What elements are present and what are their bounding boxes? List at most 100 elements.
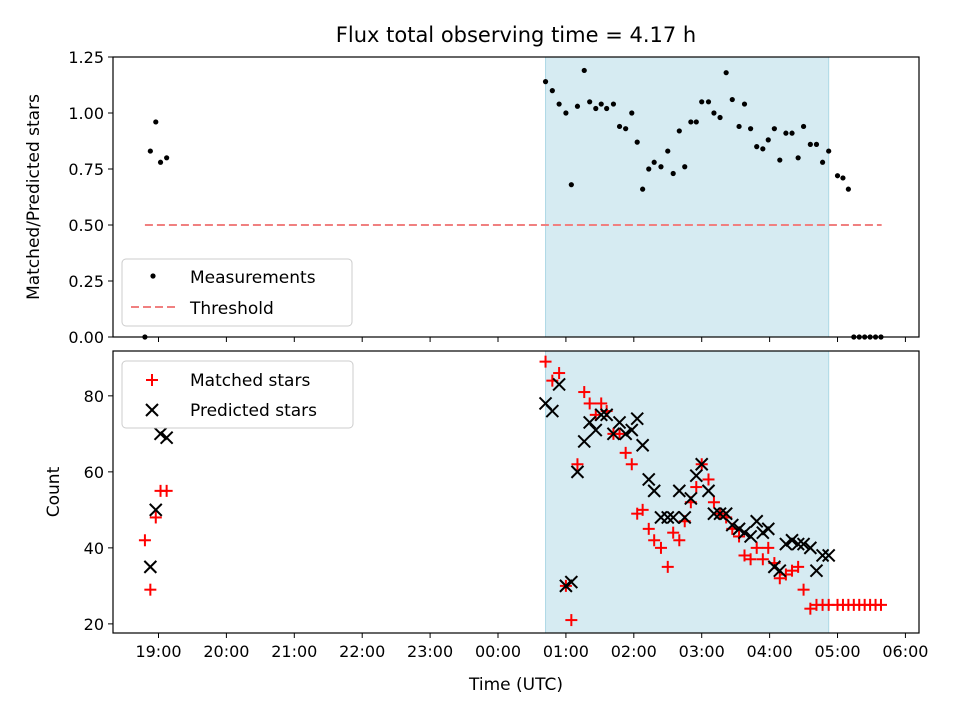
- predicted-stars-point: [647, 484, 661, 498]
- predicted-stars-point: [625, 423, 639, 437]
- measurement-point: [616, 123, 623, 130]
- bottom-axes-frame: [112, 350, 920, 634]
- matched-stars-point: [619, 446, 632, 459]
- matched-stars-point: [762, 541, 775, 554]
- predicted-stars-point: [719, 506, 733, 521]
- matched-stars-point: [571, 458, 584, 471]
- measurement-point: [819, 159, 826, 165]
- predicted-stars-point: [552, 377, 566, 392]
- matched-stars-point: [750, 541, 763, 554]
- x-tick-label: 19:00: [135, 642, 181, 661]
- bottom-y-axis-label: Count: [44, 466, 64, 517]
- predicted-stars-point: [791, 537, 805, 551]
- measurement-point: [623, 126, 629, 132]
- legend-predicted-marker: [145, 403, 159, 417]
- measurement-point: [147, 148, 153, 154]
- matched-stars-point: [797, 583, 810, 596]
- predicted-stars-point: [618, 427, 633, 441]
- measurement-point: [581, 67, 587, 74]
- bottom-legend: Matched stars Predicted stars: [121, 360, 354, 429]
- predicted-stars-point: [815, 548, 830, 563]
- x-axis-label: Time (UTC): [468, 675, 563, 695]
- matched-stars-point: [667, 526, 680, 539]
- x-tick-label: 22:00: [339, 642, 385, 661]
- predicted-stars-point: [582, 415, 597, 430]
- measurement-point: [574, 103, 581, 109]
- bottom-y-tick-label: 60: [84, 463, 104, 482]
- measurement-point: [157, 159, 164, 165]
- x-tick-label: 03:00: [679, 642, 725, 661]
- matched-stars-point: [613, 427, 626, 440]
- measurement-point: [840, 175, 846, 181]
- measurement-point: [748, 126, 754, 132]
- measurement-point: [568, 182, 574, 188]
- measurement-point: [736, 123, 742, 130]
- matched-stars-point: [661, 560, 674, 573]
- measurement-point: [556, 101, 562, 107]
- matched-stars-point: [149, 511, 162, 524]
- measurement-point: [795, 155, 801, 161]
- top-y-tick-label: 0.00: [68, 328, 104, 347]
- measurement-point: [813, 141, 820, 147]
- measurement-point: [563, 110, 569, 116]
- matched-stars-point: [756, 553, 769, 566]
- matched-stars-point: [589, 408, 602, 421]
- x-tick-label: 05:00: [814, 642, 860, 661]
- x-tick-label: 00:00: [475, 642, 521, 661]
- predicted-stars-point: [695, 457, 709, 471]
- measurement-point: [705, 99, 712, 105]
- predicted-stars-point: [606, 427, 621, 441]
- matched-stars-point: [673, 534, 686, 547]
- predicted-stars-point: [779, 537, 793, 551]
- top-axes-frame: [112, 56, 920, 338]
- matched-stars-point: [744, 553, 757, 566]
- x-tick-label: 23:00: [407, 642, 453, 661]
- measurement-point: [699, 99, 705, 105]
- measurement-point: [771, 126, 777, 132]
- predicted-stars-point: [773, 563, 787, 578]
- predicted-stars-point: [666, 510, 680, 525]
- measurement-point: [542, 79, 549, 85]
- top-y-axis-label: Matched/Predicted stars: [24, 94, 44, 300]
- top-axes: 0.00 0.25 0.50 0.75 1.00 1.25 Matched/Predict…: [24, 48, 920, 347]
- bottom-y-tick-label: 40: [84, 539, 104, 558]
- measurement-point: [777, 157, 783, 163]
- predicted-stars-point: [149, 503, 163, 517]
- measurement-point: [549, 88, 555, 94]
- legend-predicted-label: Predicted stars: [190, 401, 317, 421]
- predicted-stars-point: [589, 423, 603, 437]
- predicted-stars-point: [785, 533, 799, 547]
- predicted-stars-point: [545, 404, 560, 418]
- measurement-point: [604, 105, 610, 112]
- predicted-stars-point: [743, 529, 758, 544]
- measurement-point: [658, 164, 664, 170]
- predicted-stars-point: [594, 408, 608, 422]
- top-y-tick-label: 0.25: [68, 272, 104, 291]
- measurement-point: [688, 119, 694, 125]
- predicted-stars-point: [672, 484, 687, 498]
- bottom-y-tick-label: 20: [84, 615, 104, 634]
- matched-stars-point: [578, 386, 591, 399]
- top-legend-box: [121, 258, 353, 327]
- predicted-stars-point: [684, 491, 698, 506]
- measurement-point: [760, 146, 766, 152]
- matched-stars-point: [636, 503, 649, 516]
- measurement-point: [587, 99, 593, 105]
- measurement-point: [598, 101, 604, 107]
- predicted-stars-point: [750, 514, 764, 528]
- legend-measurements-label: Measurements: [190, 268, 316, 288]
- predicted-stars-point: [725, 518, 739, 532]
- measurement-point: [629, 110, 635, 116]
- matched-stars-point: [733, 530, 746, 543]
- x-tick-label: 04:00: [747, 642, 793, 661]
- x-tick-label: 21:00: [271, 642, 317, 661]
- measurement-point: [634, 139, 640, 145]
- legend-measurements-marker: [150, 273, 156, 279]
- measurement-point: [717, 114, 723, 121]
- measurement-point: [800, 123, 807, 130]
- x-tick-label: 06:00: [882, 642, 928, 661]
- measurement-point: [765, 137, 771, 143]
- top-observing-span: [545, 56, 830, 338]
- predicted-stars-point: [713, 506, 727, 521]
- predicted-stars-point: [143, 560, 158, 574]
